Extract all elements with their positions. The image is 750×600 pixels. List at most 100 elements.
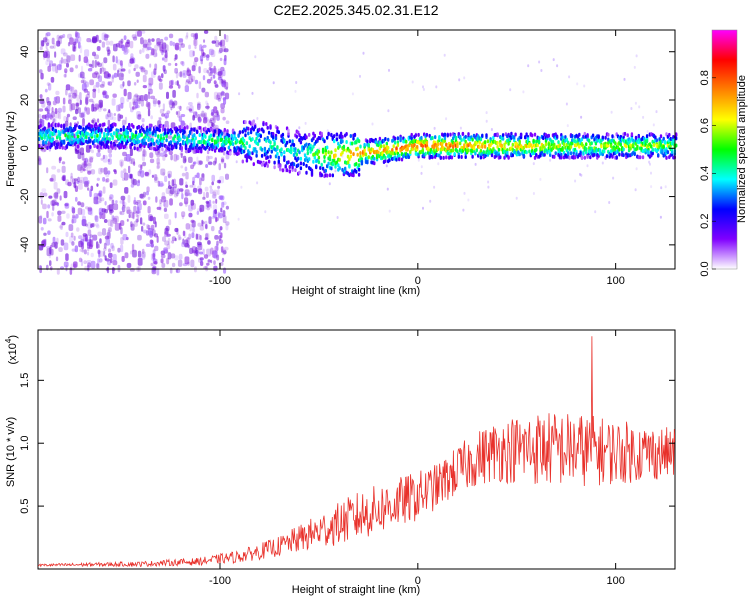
- spectrogram-cell: [134, 101, 139, 109]
- spectrogram-cell: [92, 90, 96, 99]
- spectrogram-cell: [398, 157, 401, 162]
- spectrogram-cell: [100, 167, 105, 173]
- spectrogram-cell: [52, 203, 55, 211]
- spectrogram-cell: [161, 42, 167, 50]
- spectrogram-cell: [639, 155, 642, 160]
- spectrogram-cell: [659, 134, 663, 139]
- spectrogram-cell: [341, 134, 344, 139]
- spectrogram-cell: [86, 159, 92, 167]
- spectrogram-cell: [94, 71, 99, 75]
- spectrogram-cell: [172, 41, 175, 47]
- spectrogram-cell: [222, 116, 226, 121]
- spectrogram-cell: [70, 176, 74, 183]
- spectrogram-cell: [78, 257, 83, 263]
- spectrogram-cell: [586, 154, 589, 159]
- spectrogram-cell: [666, 150, 670, 155]
- colorbar-tick-label: 0.6: [699, 118, 711, 133]
- spectrogram-cell: [60, 224, 63, 230]
- spectrogram-cell: [123, 156, 127, 162]
- spectrogram-cell: [38, 215, 43, 224]
- spectrogram-cell: [111, 74, 115, 79]
- spectrogram-cell: [589, 155, 592, 160]
- spectrogram-cell: [586, 164, 589, 168]
- spectrogram-cell: [181, 193, 184, 200]
- spectrogram-cell: [80, 202, 85, 208]
- spectrogram-cell: [87, 262, 92, 268]
- spectrogram-cell: [594, 141, 598, 146]
- spectrogram-cell: [139, 66, 144, 70]
- spectrogram-cell: [547, 142, 550, 147]
- spectrogram-cell: [206, 206, 210, 211]
- spectrogram-cell: [645, 139, 649, 144]
- spectrogram-cell: [183, 129, 186, 134]
- spectrogram-cell: [51, 212, 54, 217]
- spectrogram-cell: [60, 124, 63, 129]
- spectrogram-cell: [366, 139, 369, 144]
- spectrogram-cell: [203, 191, 206, 200]
- spectrogram-cell: [472, 146, 476, 151]
- spectrogram-cell: [93, 144, 96, 149]
- spectrogram-cell: [42, 192, 48, 197]
- spectrogram-cell: [63, 52, 68, 57]
- spectrogram-cell: [128, 58, 134, 64]
- spectrogram-cell: [202, 44, 207, 48]
- spectrogram-cell: [313, 133, 316, 138]
- spectrogram-cell: [53, 192, 59, 198]
- spectrogram-cell: [618, 152, 621, 157]
- spectrogram-cell: [150, 243, 154, 248]
- snr-x-tick-label: 100: [606, 575, 624, 587]
- spectrogram-cell: [61, 165, 66, 173]
- spectrogram-cell: [359, 144, 362, 149]
- spectrogram-cell: [429, 147, 433, 152]
- spectrogram-cell: [60, 239, 65, 246]
- spectrogram-cell: [256, 181, 259, 185]
- spectrogram-cell: [108, 196, 112, 201]
- spectrogram-cell: [208, 199, 212, 207]
- spectrogram-cell: [41, 101, 46, 108]
- spectrogram-cell: [49, 60, 53, 67]
- spectrogram-cell: [182, 70, 187, 78]
- spectrogram-cell: [98, 75, 102, 83]
- spectrogram-cell: [85, 97, 89, 106]
- spectrogram-cell: [148, 88, 153, 95]
- spectrogram-cell: [650, 185, 653, 189]
- spectrogram-cell: [205, 224, 208, 230]
- spectrogram-cell: [143, 39, 148, 48]
- spectrogram-cell: [79, 112, 85, 118]
- spectrogram-cell: [127, 91, 132, 100]
- spectrogram-cell: [118, 40, 123, 49]
- spectrogram-cell: [487, 180, 490, 184]
- spectrogram-cell: [461, 131, 465, 136]
- spectrogram-cell: [378, 136, 382, 141]
- spectrogram-cell: [297, 163, 300, 168]
- spectrogram-cell: [603, 149, 606, 154]
- spectrogram-cell: [179, 178, 184, 186]
- spectrogram-cell: [532, 162, 535, 166]
- spectrogram-cell: [443, 132, 447, 137]
- spectrogram-cell: [124, 252, 129, 259]
- spectrogram-cell: [156, 206, 162, 210]
- spectrogram-cell: [82, 80, 87, 85]
- spectrogram-cell: [169, 80, 173, 87]
- spectrogram-cell: [532, 192, 535, 195]
- spectrogram-cell: [184, 192, 188, 198]
- spectrogram-cell: [66, 213, 70, 219]
- spectrogram-cell: [107, 219, 113, 227]
- spectrogram-cell: [634, 135, 638, 140]
- spectrogram-cell: [110, 141, 113, 145]
- spectrogram-cell: [540, 69, 543, 72]
- spectrogram-cell: [225, 205, 229, 210]
- spectrogram-cell: [38, 157, 41, 165]
- spectrogram-cell: [206, 262, 210, 266]
- spectrogram-cell: [136, 95, 141, 102]
- spectrogram-cell: [334, 169, 337, 173]
- spectrogram-cell: [259, 134, 262, 139]
- spectrogram-cell: [95, 263, 99, 269]
- spectrogram-cell: [221, 201, 225, 208]
- spectrogram-cell: [533, 155, 537, 160]
- spectrogram-cell: [111, 214, 115, 222]
- spectrogram-cell: [182, 155, 187, 164]
- spectrogram-cell: [615, 155, 618, 160]
- spectrogram-cell: [241, 159, 244, 164]
- spectrogram-cell: [225, 221, 230, 226]
